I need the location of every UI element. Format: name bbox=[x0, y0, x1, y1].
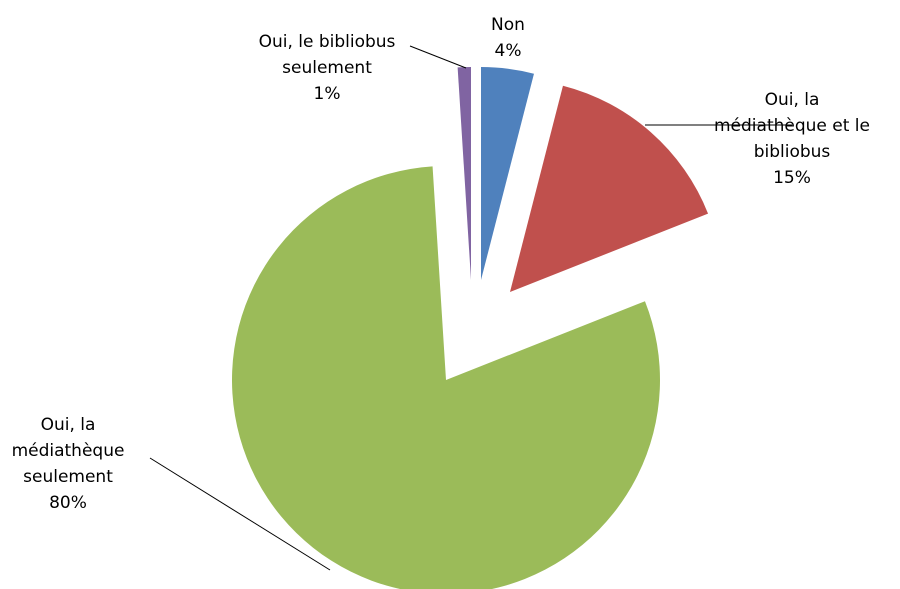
slice-label-1: Oui, la médiathèque et le bibliobus 15% bbox=[714, 90, 870, 188]
leader-lines bbox=[149, 45, 792, 571]
slice-label-line: Non bbox=[491, 15, 525, 35]
pie-slice-1 bbox=[510, 85, 709, 292]
slice-label-line: seulement bbox=[23, 467, 113, 487]
slice-percent: 4% bbox=[495, 41, 522, 61]
slice-label-line: bibliobus bbox=[754, 142, 831, 162]
slice-percent: 1% bbox=[314, 84, 341, 104]
slice-label-2: Oui, la médiathèque seulement 80% bbox=[12, 415, 125, 513]
slice-label-3: Oui, le bibliobus seulement 1% bbox=[259, 32, 396, 104]
slice-label-line: seulement bbox=[282, 58, 372, 78]
leader-line-2 bbox=[149, 457, 331, 571]
slice-label-line: médiathèque bbox=[12, 441, 125, 461]
slice-label-line: Oui, le bibliobus bbox=[259, 32, 396, 52]
pie-slices bbox=[232, 67, 709, 589]
pie-slice-0 bbox=[481, 67, 534, 280]
slice-percent: 80% bbox=[49, 493, 87, 513]
slice-label-line: médiathèque et le bbox=[714, 116, 870, 136]
slice-label-line: Oui, la bbox=[765, 90, 820, 110]
pie-slice-3 bbox=[457, 67, 471, 280]
leader-line-3 bbox=[409, 45, 467, 69]
slice-labels: Non 4% Oui, la médiathèque et le bibliobus 15… bbox=[12, 15, 870, 513]
slice-percent: 15% bbox=[773, 168, 811, 188]
slice-label-0: Non 4% bbox=[491, 15, 525, 61]
slice-label-line: Oui, la bbox=[41, 415, 96, 435]
pie-slice-2 bbox=[232, 166, 660, 589]
